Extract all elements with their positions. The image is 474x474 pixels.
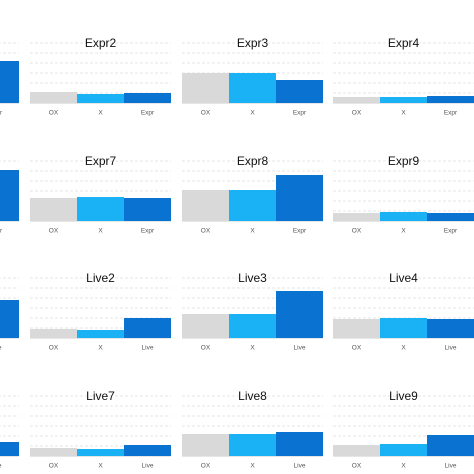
chart-title: Expr4 bbox=[388, 36, 420, 50]
x-tick-label: OX bbox=[201, 228, 211, 235]
x-tick-label: Expr bbox=[0, 110, 3, 117]
bar bbox=[333, 97, 380, 103]
bar bbox=[30, 92, 77, 103]
bar bbox=[427, 96, 474, 103]
x-tick-label: X bbox=[98, 228, 103, 235]
chart-title: Live4 bbox=[389, 271, 418, 285]
x-tick-label: X bbox=[98, 463, 103, 470]
bar bbox=[380, 212, 427, 221]
bar bbox=[30, 329, 77, 338]
x-tick-label: X bbox=[401, 345, 406, 352]
bar bbox=[276, 80, 323, 103]
x-tick-label: Live bbox=[142, 463, 154, 470]
bar bbox=[380, 444, 427, 456]
x-tick-label: OX bbox=[49, 345, 59, 352]
x-tick-label: Live bbox=[0, 463, 2, 470]
x-tick-label: X bbox=[401, 228, 406, 235]
bar bbox=[77, 197, 124, 221]
chart-title: Expr3 bbox=[237, 36, 269, 50]
chart-title: Live8 bbox=[238, 389, 267, 403]
x-tick-label: Expr bbox=[293, 228, 307, 235]
x-tick-label: Live bbox=[445, 463, 457, 470]
x-tick-label: X bbox=[250, 228, 255, 235]
x-tick-label: Live bbox=[0, 345, 2, 352]
chart-title: Expr7 bbox=[85, 154, 117, 168]
bar bbox=[333, 445, 380, 456]
x-tick-label: Expr bbox=[0, 228, 3, 235]
x-tick-label: OX bbox=[49, 228, 59, 235]
x-tick-label: OX bbox=[201, 110, 211, 117]
bar bbox=[124, 93, 171, 103]
x-tick-label: Expr bbox=[444, 110, 458, 117]
bar bbox=[229, 190, 276, 221]
chart-title: Live7 bbox=[86, 389, 115, 403]
bar bbox=[30, 448, 77, 456]
bar bbox=[229, 314, 276, 338]
x-tick-label: OX bbox=[352, 345, 362, 352]
bar bbox=[427, 213, 474, 221]
bar bbox=[0, 61, 19, 103]
bar bbox=[276, 432, 323, 456]
bar bbox=[124, 198, 171, 221]
bar bbox=[276, 291, 323, 338]
x-tick-label: Expr bbox=[293, 110, 307, 117]
x-tick-label: Expr bbox=[444, 228, 458, 235]
x-tick-label: Live bbox=[142, 345, 154, 352]
x-tick-label: Live bbox=[445, 345, 457, 352]
x-tick-label: Expr bbox=[141, 110, 155, 117]
bar bbox=[124, 318, 171, 338]
x-tick-label: OX bbox=[201, 345, 211, 352]
bar bbox=[0, 300, 19, 338]
x-tick-label: OX bbox=[49, 110, 59, 117]
bar bbox=[77, 330, 124, 338]
chart-title: Expr9 bbox=[388, 154, 420, 168]
x-tick-label: Live bbox=[294, 345, 306, 352]
bar bbox=[333, 319, 380, 338]
x-tick-label: X bbox=[401, 110, 406, 117]
bar bbox=[229, 73, 276, 103]
bar bbox=[380, 318, 427, 338]
chart-title: Expr2 bbox=[85, 36, 117, 50]
bar bbox=[77, 94, 124, 103]
x-tick-label: X bbox=[401, 463, 406, 470]
bar bbox=[229, 434, 276, 456]
bar bbox=[30, 198, 77, 221]
bar bbox=[427, 435, 474, 456]
bar bbox=[124, 445, 171, 456]
x-tick-label: Live bbox=[294, 463, 306, 470]
x-tick-label: OX bbox=[49, 463, 59, 470]
bar bbox=[333, 213, 380, 221]
chart-title: Live2 bbox=[86, 271, 115, 285]
x-tick-label: X bbox=[98, 110, 103, 117]
bar bbox=[276, 175, 323, 221]
x-tick-label: OX bbox=[352, 110, 362, 117]
x-tick-label: X bbox=[98, 345, 103, 352]
chart-title: Live9 bbox=[389, 389, 418, 403]
x-tick-label: Expr bbox=[141, 228, 155, 235]
x-tick-label: X bbox=[250, 463, 255, 470]
bar bbox=[0, 170, 19, 221]
x-tick-label: OX bbox=[352, 228, 362, 235]
bar bbox=[380, 97, 427, 103]
chart-title: Expr8 bbox=[237, 154, 269, 168]
bar bbox=[182, 190, 229, 221]
bar bbox=[427, 319, 474, 338]
bar bbox=[0, 442, 19, 456]
bar bbox=[182, 314, 229, 338]
chart-title: Live3 bbox=[238, 271, 267, 285]
x-tick-label: X bbox=[250, 110, 255, 117]
x-tick-label: X bbox=[250, 345, 255, 352]
bar bbox=[182, 434, 229, 456]
bar bbox=[182, 73, 229, 103]
x-tick-label: OX bbox=[352, 463, 362, 470]
bar bbox=[77, 449, 124, 456]
x-tick-label: OX bbox=[201, 463, 211, 470]
